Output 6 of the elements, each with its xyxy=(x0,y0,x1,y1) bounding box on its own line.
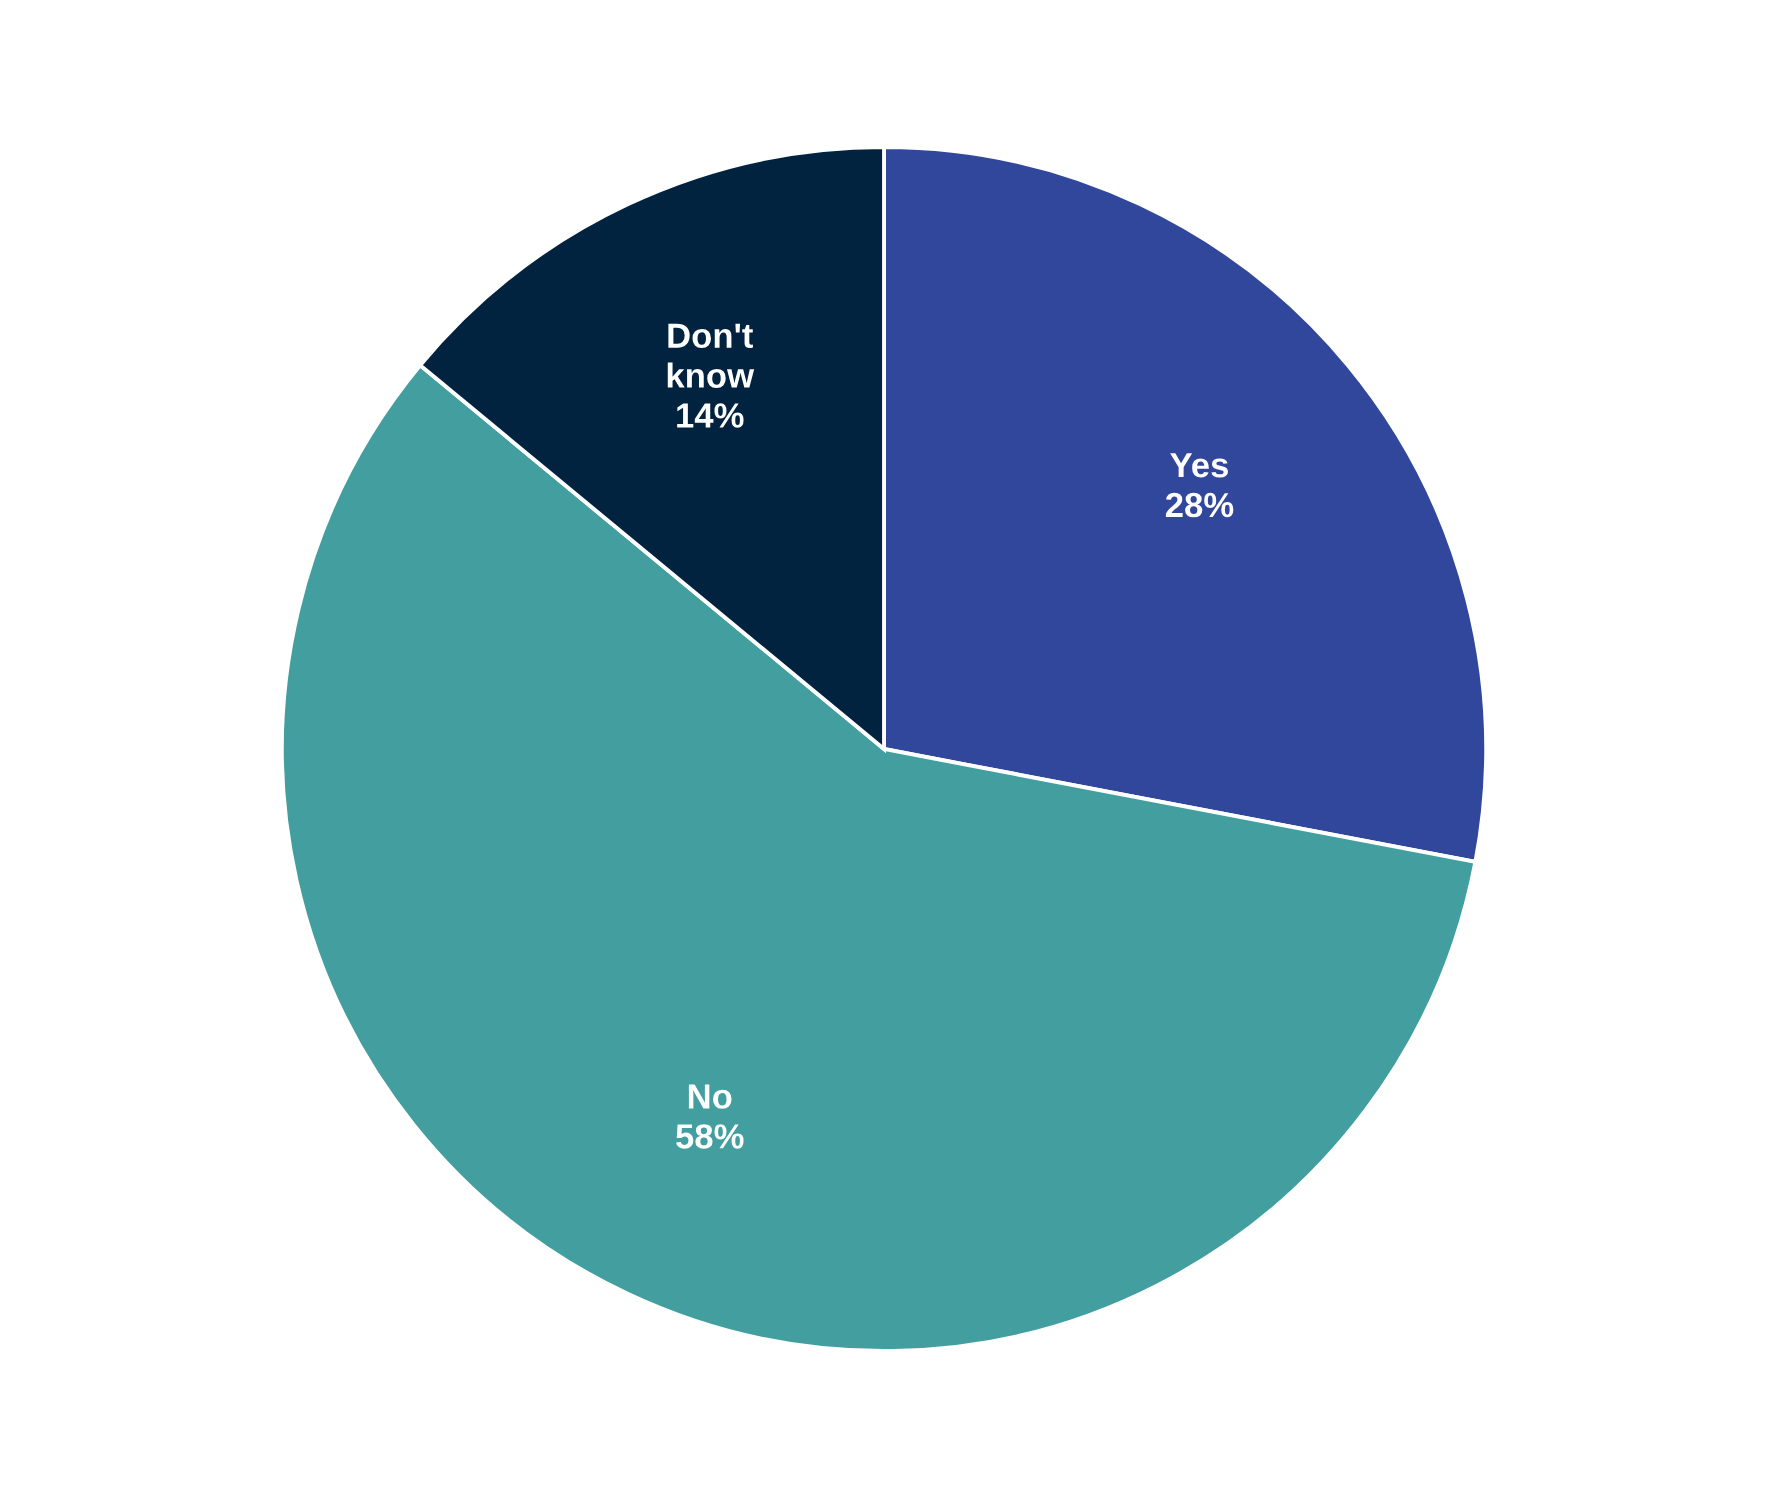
data-label: 58% xyxy=(676,1124,744,1149)
slice-label: Don't know xyxy=(667,323,755,388)
data-label: 28% xyxy=(1165,492,1234,518)
slice-label: No xyxy=(688,1084,732,1109)
slice-label: Yes xyxy=(1170,453,1228,478)
data-label: 14% xyxy=(677,403,744,428)
